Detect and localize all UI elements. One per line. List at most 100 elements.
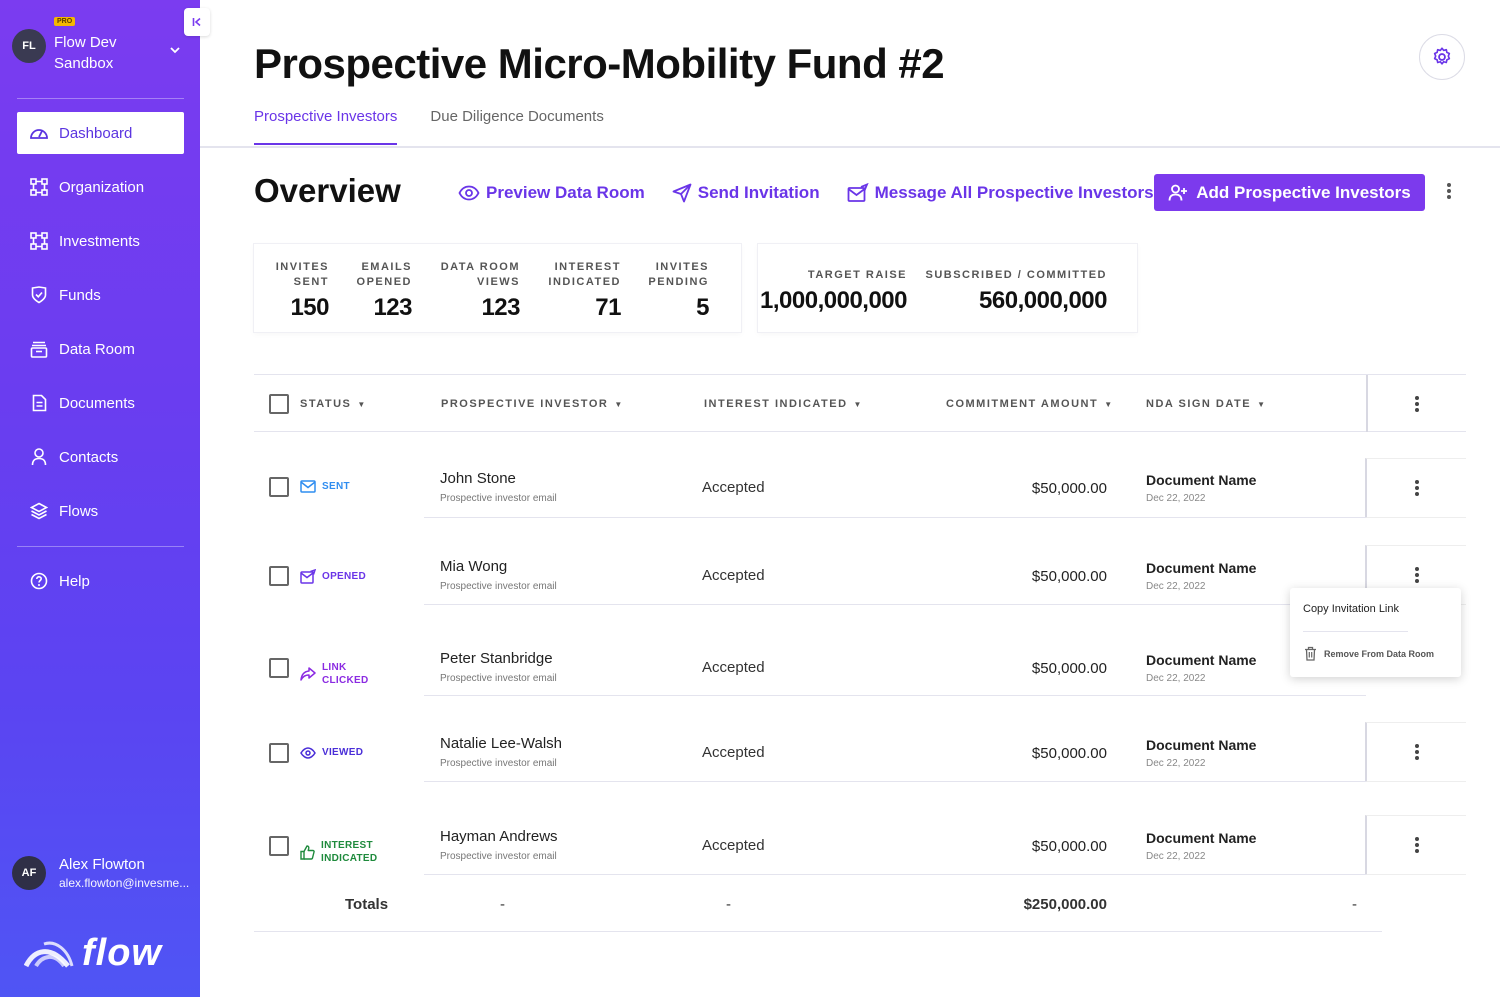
status-viewed: VIEWED xyxy=(300,746,363,759)
logo-text: flow xyxy=(82,932,162,974)
interest-value: Accepted xyxy=(702,837,765,854)
sidebar-item-label: Organization xyxy=(59,178,145,196)
organization-icon xyxy=(29,177,49,197)
sidebar-item-help[interactable]: Help xyxy=(17,560,184,602)
status-text: INTEREST INDICATED xyxy=(321,840,378,864)
stat-value: 123 xyxy=(373,294,412,321)
person-icon xyxy=(29,447,49,467)
tab-due-diligence-documents[interactable]: Due Diligence Documents xyxy=(430,108,604,125)
row-options-button[interactable] xyxy=(1365,722,1466,782)
add-prospective-investors-label: Add Prospective Investors xyxy=(1196,182,1411,202)
row-checkbox[interactable] xyxy=(269,566,289,586)
row-checkbox[interactable] xyxy=(269,743,289,763)
nda-document-link[interactable]: Document Name xyxy=(1146,737,1257,753)
message-all-button[interactable]: Message All Prospective Investors xyxy=(847,183,1154,203)
copy-invitation-link-item[interactable]: Copy Invitation Link xyxy=(1303,603,1399,615)
column-prospective-investor[interactable]: PROSPECTIVE INVESTOR ▼ xyxy=(441,398,624,410)
tab-prospective-investors[interactable]: Prospective Investors xyxy=(254,108,398,145)
document-icon xyxy=(29,393,49,413)
sidebar-item-flows[interactable]: Flows xyxy=(17,490,184,532)
avatar: AF xyxy=(12,856,46,890)
sort-caret-icon: ▼ xyxy=(357,400,367,409)
sidebar-item-investments[interactable]: Investments xyxy=(17,220,184,262)
sidebar-item-data-room[interactable]: Data Room xyxy=(17,328,184,370)
investor-name[interactable]: Mia Wong xyxy=(440,558,508,575)
add-user-icon xyxy=(1168,184,1188,201)
select-all-checkbox[interactable] xyxy=(269,394,289,414)
send-invitation-button[interactable]: Send Invitation xyxy=(672,183,820,203)
kebab-icon xyxy=(1414,480,1419,496)
user-profile[interactable]: AF Alex Flowton alex.flowton@invesme... xyxy=(12,856,189,890)
row-checkbox[interactable] xyxy=(269,836,289,856)
column-status[interactable]: STATUS ▼ xyxy=(300,398,367,410)
row-options-button[interactable] xyxy=(1365,815,1466,875)
invite-stats-card: INVITES SENT 150 EMAILS OPENED 123 DATA … xyxy=(254,244,741,332)
table-row: INTEREST INDICATED Hayman Andrews Prospec… xyxy=(254,815,1466,875)
nda-document-link[interactable]: Document Name xyxy=(1146,472,1257,488)
status-interest-indicated: INTEREST INDICATED xyxy=(300,839,377,865)
sidebar-item-label: Dashboard xyxy=(59,124,133,142)
commitment-amount: $50,000.00 xyxy=(1031,480,1107,497)
investor-name[interactable]: Hayman Andrews xyxy=(440,828,558,845)
remove-from-data-room-item[interactable]: Remove From Data Room xyxy=(1304,646,1434,661)
gear-icon xyxy=(1433,47,1451,65)
row-checkbox[interactable] xyxy=(269,658,289,678)
status-text: SENT xyxy=(322,481,350,492)
sidebar-item-label: Contacts xyxy=(59,448,119,466)
sidebar-nav: Dashboard Organization Investments Funds… xyxy=(17,112,184,544)
overview-actions: Preview Data Room Send Invitation Messag… xyxy=(458,174,1181,212)
column-commitment-amount[interactable]: COMMITMENT AMOUNT ▼ xyxy=(946,398,1114,410)
org-avatar: FL xyxy=(12,29,46,63)
sidebar-item-contacts[interactable]: Contacts xyxy=(17,436,184,478)
sidebar-item-organization[interactable]: Organization xyxy=(17,166,184,208)
column-nda-sign-date[interactable]: NDA SIGN DATE ▼ xyxy=(1146,398,1267,410)
more-options-button[interactable] xyxy=(1446,182,1452,205)
add-prospective-investors-button[interactable]: Add Prospective Investors xyxy=(1154,174,1425,211)
org-name: Flow Dev Sandbox xyxy=(54,34,117,72)
nda-sign-date: Dec 22, 2022 xyxy=(1146,673,1206,684)
interest-value: Accepted xyxy=(702,567,765,584)
investor-name[interactable]: John Stone xyxy=(440,470,516,487)
status-sent: SENT xyxy=(300,480,350,493)
collapse-sidebar-button[interactable] xyxy=(184,8,210,36)
nda-document-link[interactable]: Document Name xyxy=(1146,652,1257,668)
settings-button[interactable] xyxy=(1419,34,1465,80)
sort-caret-icon: ▼ xyxy=(853,400,863,409)
sidebar-item-label: Data Room xyxy=(59,340,135,358)
sidebar-item-funds[interactable]: Funds xyxy=(17,274,184,316)
user-email: alex.flowton@invesme... xyxy=(59,876,190,890)
investor-email: Prospective investor email xyxy=(440,493,557,504)
preview-data-room-button[interactable]: Preview Data Room xyxy=(458,183,645,203)
trash-icon xyxy=(1305,646,1316,661)
kebab-icon xyxy=(1414,837,1419,853)
investor-name[interactable]: Peter Stanbridge xyxy=(440,650,553,667)
send-icon xyxy=(672,183,692,203)
interest-value: Accepted xyxy=(702,659,765,676)
row-options-button[interactable] xyxy=(1365,458,1466,518)
interest-value: Accepted xyxy=(702,479,765,496)
table-row: VIEWED Natalie Lee-Walsh Prospective inv… xyxy=(254,722,1466,782)
totals-label: Totals xyxy=(345,896,389,913)
stat-value: 560,000,000 xyxy=(979,287,1107,314)
stat-target-raise: TARGET RAISE 1,000,000,000 xyxy=(760,269,907,314)
column-interest-indicated[interactable]: INTEREST INDICATED ▼ xyxy=(704,398,863,410)
stat-invites-pending: INVITES PENDING 5 xyxy=(648,261,709,321)
commitment-amount: $50,000.00 xyxy=(1031,838,1107,855)
sidebar-item-label: Investments xyxy=(59,232,140,250)
user-name: Alex Flowton xyxy=(59,856,145,873)
sidebar-item-documents[interactable]: Documents xyxy=(17,382,184,424)
status-text: VIEWED xyxy=(322,747,364,758)
totals-interest: - xyxy=(726,896,731,913)
org-switcher[interactable]: FL PRO Flow Dev Sandbox xyxy=(12,17,184,74)
nda-sign-date: Dec 22, 2022 xyxy=(1146,758,1206,769)
sort-caret-icon: ▼ xyxy=(1104,400,1114,409)
investor-name[interactable]: Natalie Lee-Walsh xyxy=(440,735,562,752)
nda-document-link[interactable]: Document Name xyxy=(1146,560,1257,576)
tabs: Prospective Investors Due Diligence Docu… xyxy=(254,108,637,145)
column-options-button[interactable] xyxy=(1366,375,1466,432)
status-text: LINK CLICKED xyxy=(322,662,369,686)
sidebar-item-dashboard[interactable]: Dashboard xyxy=(17,112,184,154)
nda-document-link[interactable]: Document Name xyxy=(1146,830,1257,846)
row-checkbox[interactable] xyxy=(269,477,289,497)
investor-email: Prospective investor email xyxy=(440,581,557,592)
